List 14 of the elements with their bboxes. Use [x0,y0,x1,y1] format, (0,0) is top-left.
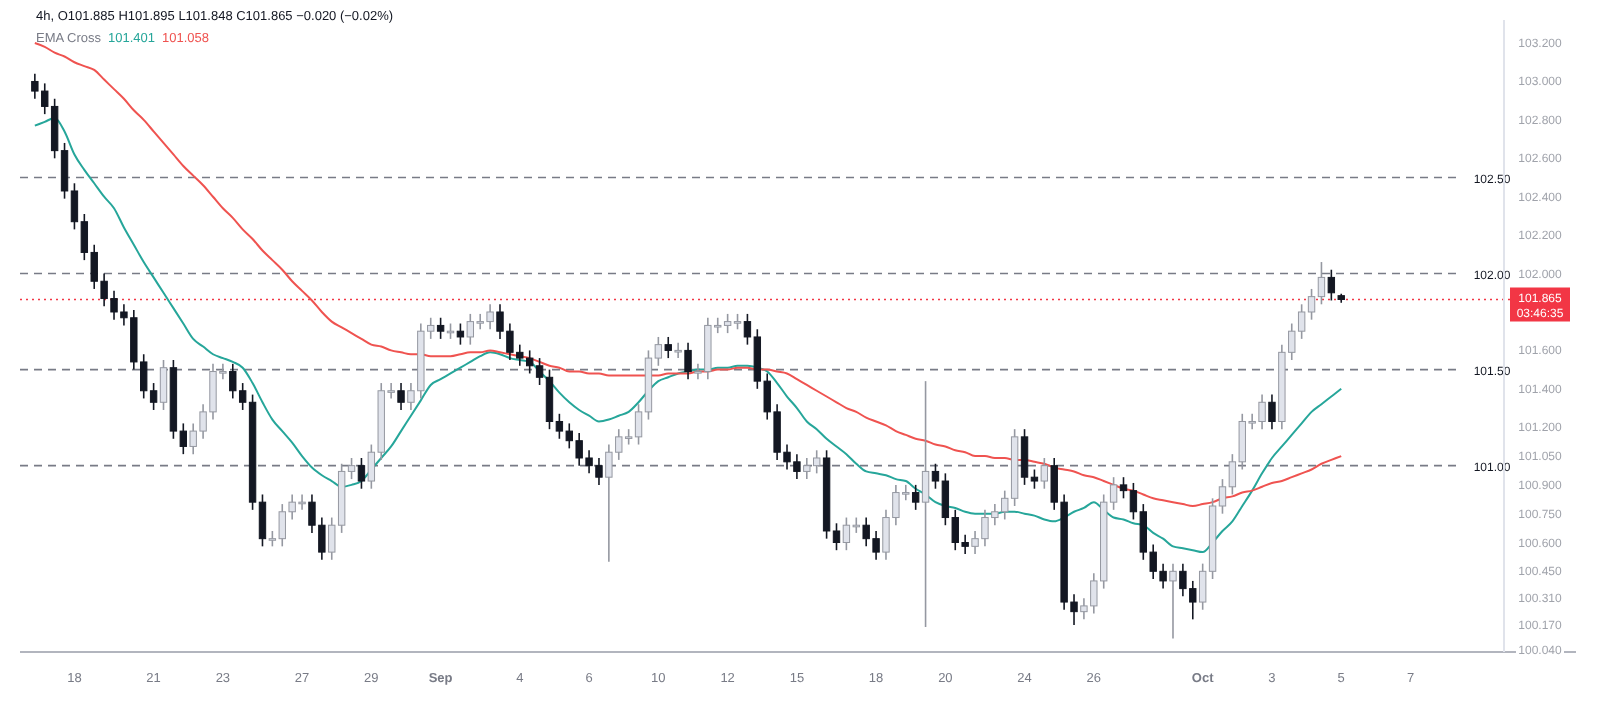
candlestick [159,359,168,411]
candlestick [436,316,445,340]
candlestick [1268,393,1276,430]
candlestick [674,341,682,359]
candlestick [456,322,465,346]
candlestick [1040,457,1049,490]
candlestick [397,382,405,411]
candlestick [664,336,672,359]
candlestick [1327,268,1336,302]
candlestick [911,484,920,511]
candlestick [1169,562,1177,640]
candlestick [684,341,692,381]
candlestick [357,457,366,490]
candlestick [921,380,930,628]
